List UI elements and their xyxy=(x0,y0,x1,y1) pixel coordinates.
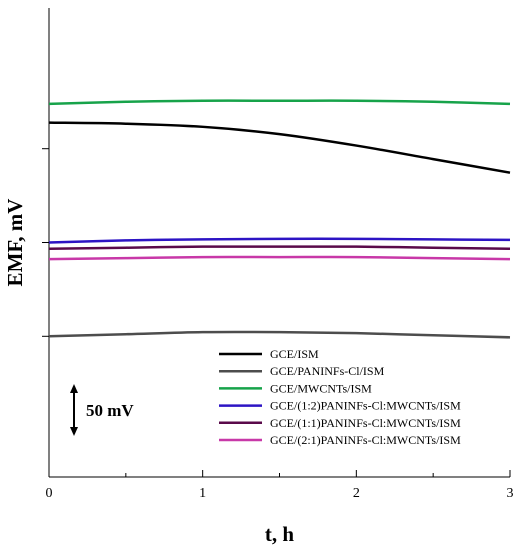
scale-arrow-up-icon xyxy=(70,383,78,393)
x-axis-title: t, h xyxy=(265,522,294,546)
legend-label-2: GCE/PANINFs-Cl/ISM xyxy=(270,364,385,378)
legend-label-6: GCE/(2:1)PANINFs-Cl:MWCNTs/ISM xyxy=(270,433,461,447)
series-line-6 xyxy=(48,255,511,261)
x-tick-label: 2 xyxy=(353,486,360,501)
legend-label-1: GCE/ISM xyxy=(270,347,319,361)
legend-label-4: GCE/(1:2)PANINFs-Cl:MWCNTs/ISM xyxy=(270,399,461,413)
series-line-1 xyxy=(48,121,511,174)
x-tick-label: 3 xyxy=(507,486,514,501)
x-tick-label: 1 xyxy=(199,486,206,501)
scale-arrow-down-icon xyxy=(70,427,78,437)
legend-label-5: GCE/(1:1)PANINFs-Cl:MWCNTs/ISM xyxy=(270,416,461,430)
series-line-4 xyxy=(48,237,511,244)
scale-bar-label: 50 mV xyxy=(86,401,134,420)
y-axis-title: EMF, mV xyxy=(3,199,27,287)
legend-label-3: GCE/MWCNTs/ISM xyxy=(270,381,372,395)
series-line-3 xyxy=(48,99,511,106)
series-line-5 xyxy=(48,245,511,250)
series-line-2 xyxy=(48,330,511,339)
x-tick-label: 0 xyxy=(46,486,53,501)
